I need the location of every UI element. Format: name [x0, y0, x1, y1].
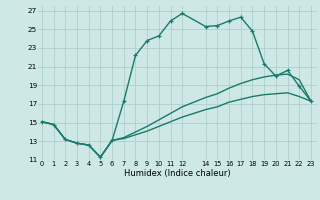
X-axis label: Humidex (Indice chaleur): Humidex (Indice chaleur): [124, 169, 231, 178]
